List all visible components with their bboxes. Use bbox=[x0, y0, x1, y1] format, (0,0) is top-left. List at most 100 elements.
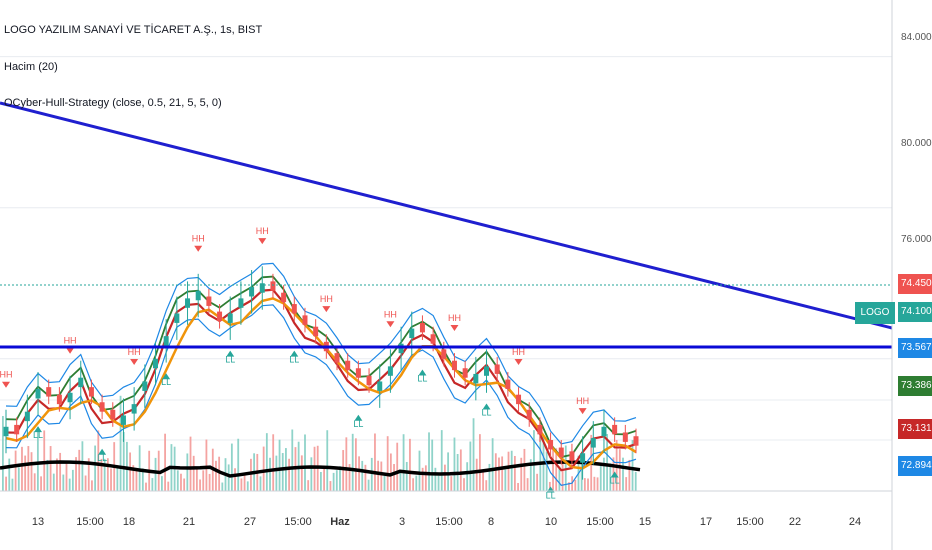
volume-bar bbox=[402, 434, 405, 491]
sell-arrow bbox=[194, 245, 203, 252]
candle-body bbox=[462, 368, 468, 378]
buy-arrow bbox=[482, 403, 491, 410]
volume-bar bbox=[176, 470, 179, 491]
volume-bar bbox=[634, 471, 637, 491]
volume-bar bbox=[167, 481, 170, 491]
x-tick-label: Haz bbox=[330, 516, 350, 528]
volume-bar bbox=[14, 450, 17, 491]
strategy-label: LL bbox=[97, 453, 107, 463]
candle-body bbox=[494, 364, 500, 374]
x-tick-label: 21 bbox=[182, 516, 196, 528]
volume-bar bbox=[587, 478, 589, 491]
volume-bar bbox=[59, 452, 62, 491]
volume-bar bbox=[103, 458, 106, 491]
buy-arrow bbox=[354, 414, 363, 421]
volume-bar bbox=[310, 457, 313, 491]
volume-bar bbox=[498, 457, 500, 491]
volume-indicator-label[interactable]: Hacim (20) bbox=[4, 61, 58, 73]
volume-bar bbox=[129, 452, 131, 491]
volume-bar bbox=[520, 457, 523, 491]
volume-bar bbox=[291, 429, 294, 491]
volume-bar bbox=[33, 473, 36, 491]
volume-bar bbox=[75, 457, 77, 491]
candle-body bbox=[622, 432, 628, 442]
volume-bar bbox=[320, 471, 322, 491]
volume-bar bbox=[106, 458, 109, 491]
strategy-label: HH bbox=[64, 336, 77, 346]
x-tick-label: 15:00 bbox=[435, 516, 463, 528]
candle-body bbox=[430, 334, 436, 344]
candle-body bbox=[120, 415, 126, 425]
volume-bar bbox=[304, 434, 306, 491]
volume-bar bbox=[180, 473, 182, 491]
x-tick-label: 3 bbox=[398, 516, 406, 528]
volume-bar bbox=[97, 430, 100, 491]
volume-ma-series bbox=[0, 460, 641, 478]
volume-bar bbox=[479, 434, 481, 491]
volume-bar bbox=[494, 453, 497, 491]
volume-bar bbox=[62, 474, 65, 491]
strategy-label: HH bbox=[320, 294, 333, 304]
volume-bar bbox=[189, 436, 192, 491]
buy-arrow bbox=[226, 350, 235, 357]
volume-bar bbox=[348, 464, 351, 491]
volume-bar bbox=[444, 464, 446, 491]
volume-bar bbox=[87, 458, 90, 491]
candle-body bbox=[206, 296, 212, 306]
volume-bar bbox=[11, 478, 14, 491]
volume-bar bbox=[380, 461, 383, 491]
volume-bar bbox=[466, 462, 469, 491]
x-tick-label: 24 bbox=[848, 516, 862, 528]
volume-bar bbox=[100, 458, 103, 491]
volume-bar bbox=[40, 476, 42, 491]
volume-bar bbox=[208, 473, 211, 491]
volume-bar bbox=[345, 437, 348, 491]
volume-bar bbox=[192, 455, 195, 491]
candle-body bbox=[612, 424, 618, 435]
volume-bar bbox=[227, 464, 230, 491]
volume-bar bbox=[421, 467, 424, 491]
candle-body bbox=[24, 411, 30, 422]
strategy-label: LL bbox=[33, 430, 43, 440]
x-tick-label: 15:00 bbox=[284, 516, 312, 528]
strategy-indicator-label[interactable]: OCyber-Hull-Strategy (close, 0.5, 21, 5,… bbox=[4, 97, 222, 109]
strategy-label: HH bbox=[448, 313, 461, 323]
symbol-badge: LOGO 2.58K bbox=[855, 302, 895, 340]
volume-bar bbox=[269, 457, 271, 491]
volume-bar bbox=[431, 439, 434, 491]
volume-bar bbox=[215, 460, 217, 491]
candle-body bbox=[227, 313, 233, 323]
volume-bar bbox=[450, 476, 453, 491]
volume-bar bbox=[396, 442, 399, 491]
volume-bar bbox=[399, 470, 402, 491]
y-label-76: 76.000000 bbox=[901, 234, 932, 245]
strategy-label: HH bbox=[256, 226, 269, 236]
volume-bar bbox=[545, 451, 548, 491]
sell-arrow bbox=[130, 359, 139, 366]
volume-bar bbox=[186, 453, 189, 491]
volume-bar bbox=[135, 471, 138, 491]
buy-arrow bbox=[290, 350, 299, 357]
strategy-label: LL bbox=[610, 475, 620, 485]
volume-bar bbox=[351, 433, 354, 491]
x-tick-label: 10 bbox=[544, 516, 558, 528]
candle-body bbox=[633, 436, 639, 446]
volume-bar bbox=[405, 461, 408, 491]
candle-body bbox=[419, 322, 425, 333]
candle-body bbox=[441, 349, 447, 359]
candle-body bbox=[3, 426, 9, 437]
buy-arrow bbox=[418, 369, 427, 376]
band-red bbox=[5, 288, 637, 472]
volume-bar bbox=[5, 476, 7, 491]
candle-body bbox=[174, 313, 180, 323]
volume-bar bbox=[218, 456, 221, 491]
candle-body bbox=[163, 336, 169, 346]
candle-body bbox=[537, 424, 543, 435]
volume-bar bbox=[361, 460, 364, 491]
candle-body bbox=[590, 438, 596, 448]
candle-body bbox=[355, 368, 361, 378]
volume-bar bbox=[418, 450, 421, 491]
candle-body bbox=[345, 360, 351, 371]
volume-bar bbox=[161, 476, 163, 491]
